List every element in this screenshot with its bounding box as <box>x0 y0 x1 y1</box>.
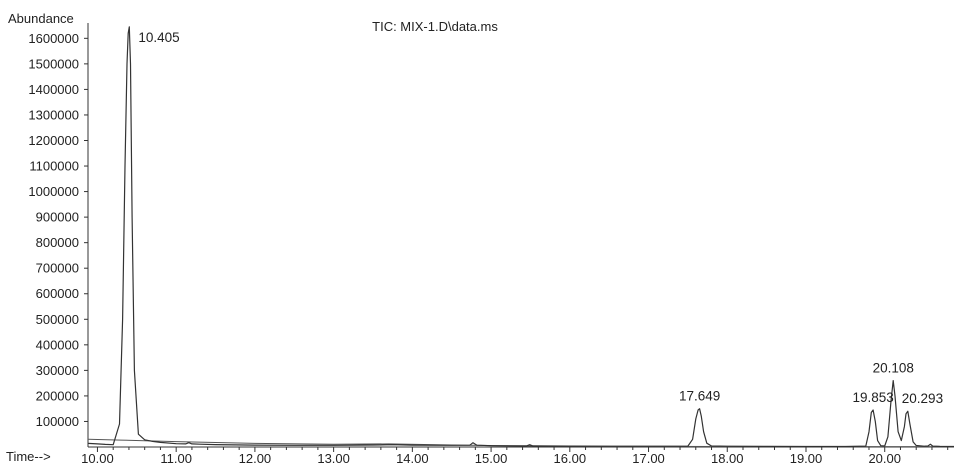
y-axis-title: Abundance <box>8 11 74 26</box>
x-axis-title: Time--> <box>6 449 51 464</box>
x-tick-label: 17.00 <box>632 451 665 465</box>
x-tick-label: 16.00 <box>554 451 587 465</box>
axes <box>87 23 954 448</box>
y-tick-label: 800000 <box>36 235 79 250</box>
peak-label: 20.108 <box>873 361 914 376</box>
y-tick-label: 500000 <box>36 312 79 327</box>
y-tick-label: 300000 <box>36 363 79 378</box>
peak-label: 19.853 <box>852 390 893 405</box>
y-tick-label: 1000000 <box>28 184 79 199</box>
y-tick-label: 600000 <box>36 286 79 301</box>
peak-labels: 10.405 17.649 19.853 20.108 20.293 <box>138 30 943 406</box>
x-tick-label: 15.00 <box>475 451 508 465</box>
y-tick-label: 700000 <box>36 261 79 276</box>
x-tick-label: 10.00 <box>81 451 114 465</box>
x-tick-label: 13.00 <box>317 451 350 465</box>
y-tick-label: 400000 <box>36 337 79 352</box>
y-tick-label: 200000 <box>36 388 79 403</box>
y-tick-label: 1300000 <box>28 107 79 122</box>
peak-label: 20.293 <box>902 391 943 406</box>
y-tick-label: 1100000 <box>29 159 79 174</box>
x-tick-label: 19.00 <box>790 451 823 465</box>
y-tick-label: 900000 <box>36 210 79 225</box>
x-tick-label: 12.00 <box>239 451 272 465</box>
chart-title: TIC: MIX-1.D\data.ms <box>372 19 498 34</box>
x-axis-ticks: 10.00 11.00 12.00 13.00 14.00 15.00 16.00 17.00… <box>81 447 949 466</box>
tic-series-line <box>87 26 954 448</box>
y-tick-label: 1400000 <box>28 82 79 97</box>
y-tick-label: 1500000 <box>28 56 79 71</box>
peak-label: 17.649 <box>679 389 720 404</box>
plot-area <box>87 26 954 448</box>
y-tick-label: 1200000 <box>28 133 79 148</box>
x-tick-label: 18.00 <box>711 451 744 465</box>
y-axis-ticks: 100000 200000 300000 400000 500000 600000 7000… <box>28 31 88 429</box>
x-tick-label: 14.00 <box>396 451 429 465</box>
x-tick-label: 11.00 <box>160 451 192 465</box>
x-tick-label: 20.00 <box>868 451 901 465</box>
y-tick-label: 1600000 <box>28 31 79 46</box>
y-tick-label: 100000 <box>36 414 79 429</box>
peak-label: 10.405 <box>138 30 179 45</box>
